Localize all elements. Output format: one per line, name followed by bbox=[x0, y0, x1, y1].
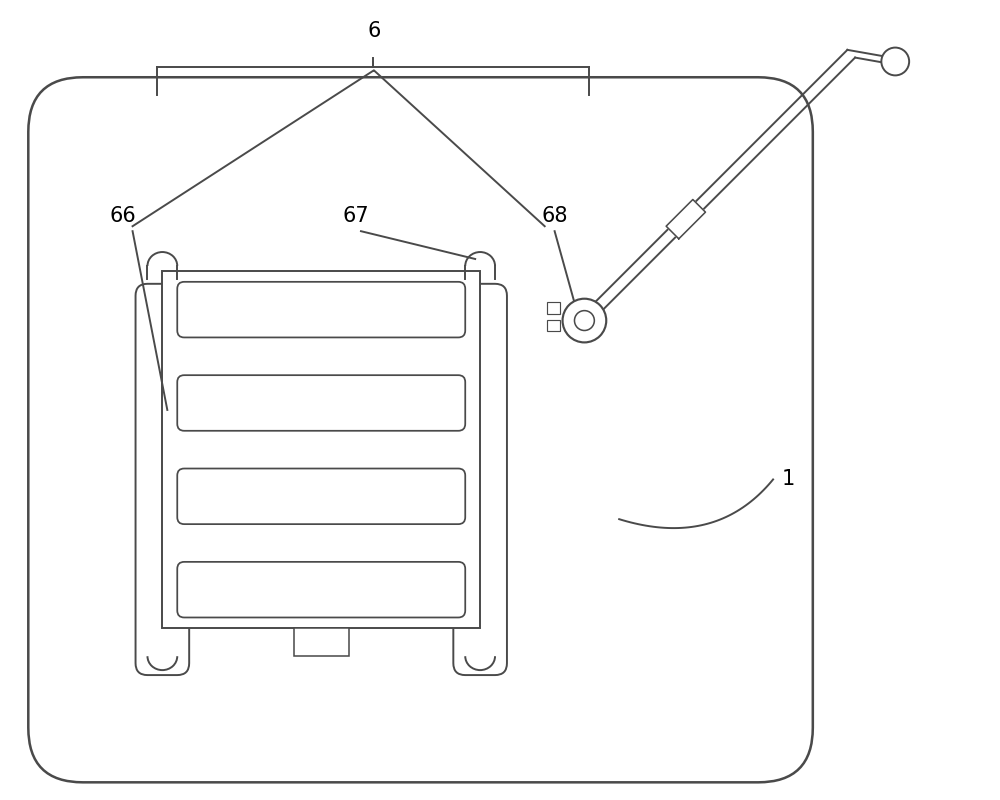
FancyBboxPatch shape bbox=[177, 562, 465, 618]
Circle shape bbox=[881, 47, 909, 75]
Circle shape bbox=[563, 298, 606, 342]
FancyBboxPatch shape bbox=[28, 78, 813, 782]
FancyBboxPatch shape bbox=[177, 469, 465, 524]
FancyBboxPatch shape bbox=[177, 282, 465, 338]
Text: 66: 66 bbox=[109, 206, 136, 226]
Text: 67: 67 bbox=[343, 206, 369, 226]
Text: 68: 68 bbox=[541, 206, 568, 226]
Text: 1: 1 bbox=[781, 470, 795, 490]
FancyBboxPatch shape bbox=[177, 375, 465, 430]
Bar bbox=[547, 319, 560, 331]
Text: 6: 6 bbox=[367, 21, 381, 41]
FancyBboxPatch shape bbox=[136, 284, 189, 675]
Bar bbox=[547, 302, 560, 314]
Bar bbox=[162, 271, 480, 629]
FancyBboxPatch shape bbox=[453, 284, 507, 675]
Bar bbox=[294, 629, 349, 656]
Circle shape bbox=[574, 310, 594, 330]
Polygon shape bbox=[666, 199, 705, 239]
